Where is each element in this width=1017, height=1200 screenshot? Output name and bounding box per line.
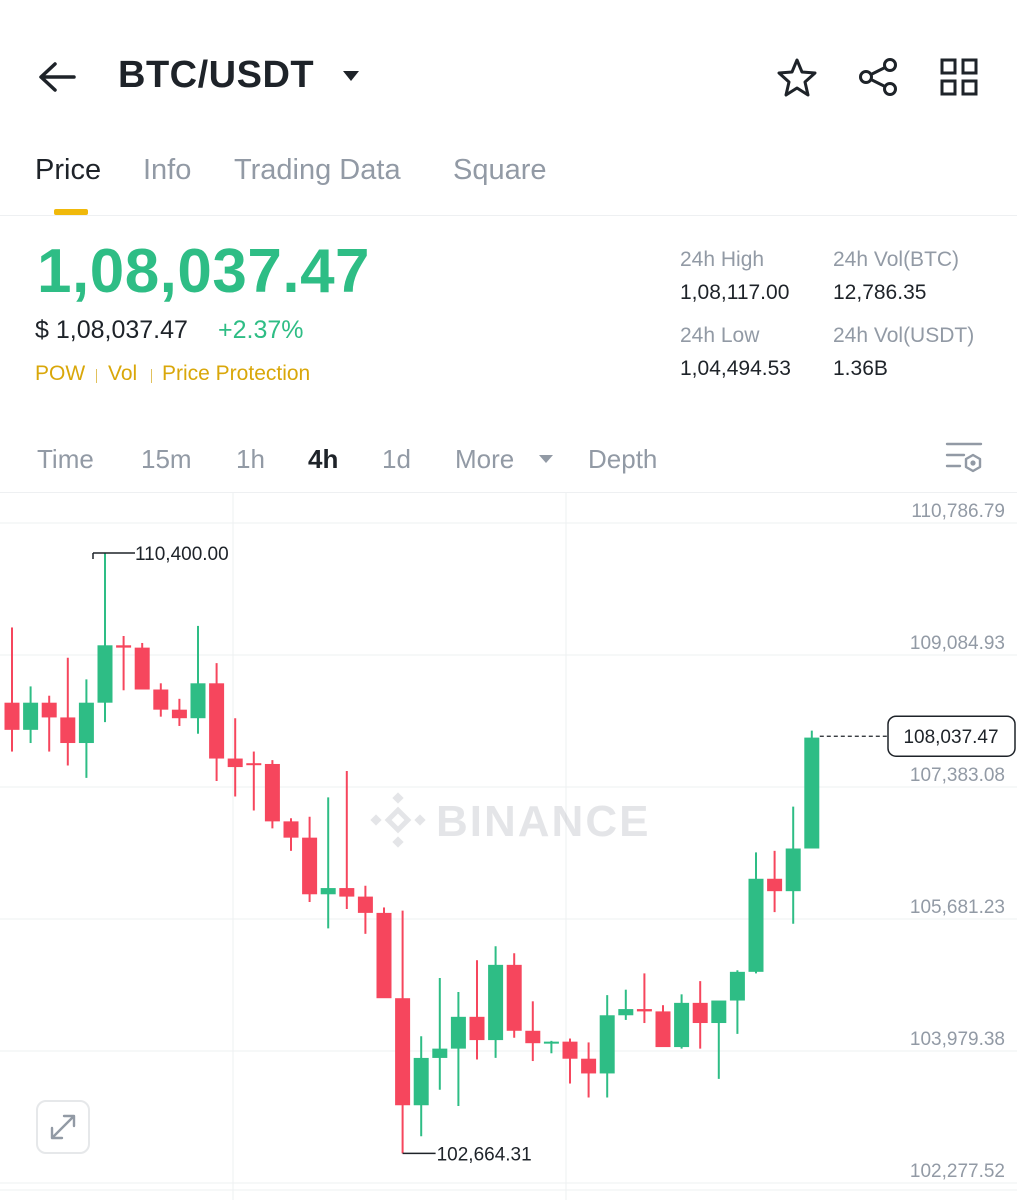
- tab-info[interactable]: Info: [143, 154, 192, 186]
- grid-icon[interactable]: [940, 58, 978, 96]
- tag-separator: [151, 369, 152, 383]
- interval-1d[interactable]: 1d: [382, 444, 411, 474]
- candle-body: [4, 702, 20, 730]
- back-arrow-icon[interactable]: [34, 56, 80, 98]
- candle-body: [264, 763, 280, 822]
- active-tab-indicator: [54, 209, 88, 215]
- caret-down-icon[interactable]: [538, 454, 554, 464]
- high-price-label: 110,400.00: [135, 544, 229, 565]
- usd-price: $ 1,08,037.47: [35, 316, 188, 344]
- candle-body: [562, 1041, 578, 1059]
- candle-body: [413, 1057, 429, 1106]
- chart-gridlines: [0, 493, 1017, 1200]
- tag-separator: [96, 369, 97, 383]
- candle-body: [41, 702, 57, 718]
- interval-4h[interactable]: 4h: [308, 444, 339, 474]
- y-axis-tick-label: 105,681.23: [910, 897, 1005, 918]
- stat-24h-vol-btc-label: 24h Vol(BTC): [833, 248, 960, 271]
- caret-down-icon[interactable]: [342, 70, 360, 82]
- candle-body: [450, 1016, 466, 1049]
- candle-body: [320, 888, 336, 895]
- tab-square[interactable]: Square: [453, 154, 547, 186]
- candle-body: [729, 971, 745, 1001]
- candle-body: [636, 1009, 652, 1012]
- interval-1h[interactable]: 1h: [236, 444, 265, 474]
- candle-body: [60, 717, 76, 744]
- last-price-box: [887, 715, 1016, 757]
- candle-body: [246, 763, 262, 766]
- candle-body: [767, 878, 783, 892]
- last-price: 1,08,037.47: [37, 237, 371, 306]
- stat-24h-vol-usdt-label: 24h Vol(USDT): [833, 324, 975, 347]
- expand-icon: [50, 1114, 76, 1140]
- stat-24h-low-value: 1,04,494.53: [680, 357, 791, 380]
- candle-body: [357, 896, 373, 913]
- divider: [0, 492, 1017, 493]
- candlestick-chart[interactable]: BINANCE 110,400.00 102,664.31 108,037.47 1…: [0, 493, 1017, 1200]
- candle-body: [78, 702, 94, 744]
- candle-body: [171, 709, 187, 719]
- chart-settings-icon[interactable]: [944, 440, 984, 476]
- candle-body: [153, 689, 169, 710]
- divider: [0, 215, 1017, 216]
- candle-body: [748, 878, 764, 972]
- interval-15m[interactable]: 15m: [141, 444, 192, 474]
- binance-watermark: BINANCE: [370, 792, 650, 848]
- stat-24h-vol-usdt-value: 1.36B: [833, 357, 888, 380]
- candle-body: [395, 998, 411, 1106]
- candle-body: [432, 1048, 448, 1058]
- candle-body: [543, 1041, 559, 1044]
- candle-body: [302, 837, 318, 895]
- watermark-text: BINANCE: [436, 797, 650, 846]
- stat-24h-high-value: 1,08,117.00: [680, 281, 790, 304]
- stat-24h-low-label: 24h Low: [680, 324, 760, 347]
- candle-body: [692, 1002, 708, 1024]
- candle-body: [23, 702, 39, 730]
- share-icon[interactable]: [857, 57, 899, 97]
- y-axis-tick-label: 107,383.08: [910, 765, 1005, 786]
- candle-body: [506, 964, 522, 1031]
- candle-body: [655, 1011, 671, 1048]
- y-axis-tick-label: 102,277.52: [910, 1161, 1005, 1182]
- star-icon[interactable]: [776, 57, 818, 97]
- candle-body: [599, 1015, 615, 1074]
- candle-body: [209, 683, 225, 759]
- candle-body: [581, 1058, 597, 1074]
- candle-body: [339, 888, 355, 897]
- candle-body: [804, 737, 820, 849]
- interval-more[interactable]: More: [455, 444, 515, 474]
- trading-pair-title[interactable]: BTC/USDT: [118, 54, 315, 96]
- candle-body: [525, 1030, 541, 1044]
- candle-body: [785, 848, 801, 892]
- stat-24h-high-label: 24h High: [680, 248, 765, 271]
- last-price-label: 108,037.47: [903, 727, 998, 748]
- tab-trading-data[interactable]: Trading Data: [234, 154, 401, 186]
- tab-price[interactable]: Price: [35, 154, 102, 186]
- tag-vol[interactable]: Vol: [108, 362, 138, 385]
- candle-body: [488, 964, 504, 1041]
- candle-body: [227, 758, 243, 768]
- candle-body: [674, 1002, 690, 1048]
- tag-pow[interactable]: POW: [35, 362, 86, 385]
- candle-body: [190, 683, 206, 719]
- candle-body: [376, 912, 392, 999]
- candle-body: [134, 647, 150, 690]
- candle-body: [283, 821, 299, 838]
- candle-body: [97, 645, 113, 703]
- interval-depth[interactable]: Depth: [588, 444, 658, 474]
- candle-body: [469, 1016, 485, 1041]
- y-axis-tick-label: 103,979.38: [910, 1029, 1005, 1050]
- candle-body: [711, 1000, 727, 1024]
- y-axis-tick-label: 109,084.93: [910, 633, 1005, 654]
- low-price-label: 102,664.31: [437, 1144, 532, 1165]
- candle-body: [618, 1009, 634, 1016]
- candle-body: [116, 645, 132, 648]
- price-change-percent: +2.37%: [218, 316, 304, 344]
- tag-price-protection[interactable]: Price Protection: [162, 362, 311, 385]
- y-axis-tick-label: 110,786.79: [911, 501, 1005, 522]
- interval-time[interactable]: Time: [37, 444, 94, 474]
- expand-chart-button[interactable]: [36, 1100, 90, 1154]
- stat-24h-vol-btc-value: 12,786.35: [833, 281, 927, 304]
